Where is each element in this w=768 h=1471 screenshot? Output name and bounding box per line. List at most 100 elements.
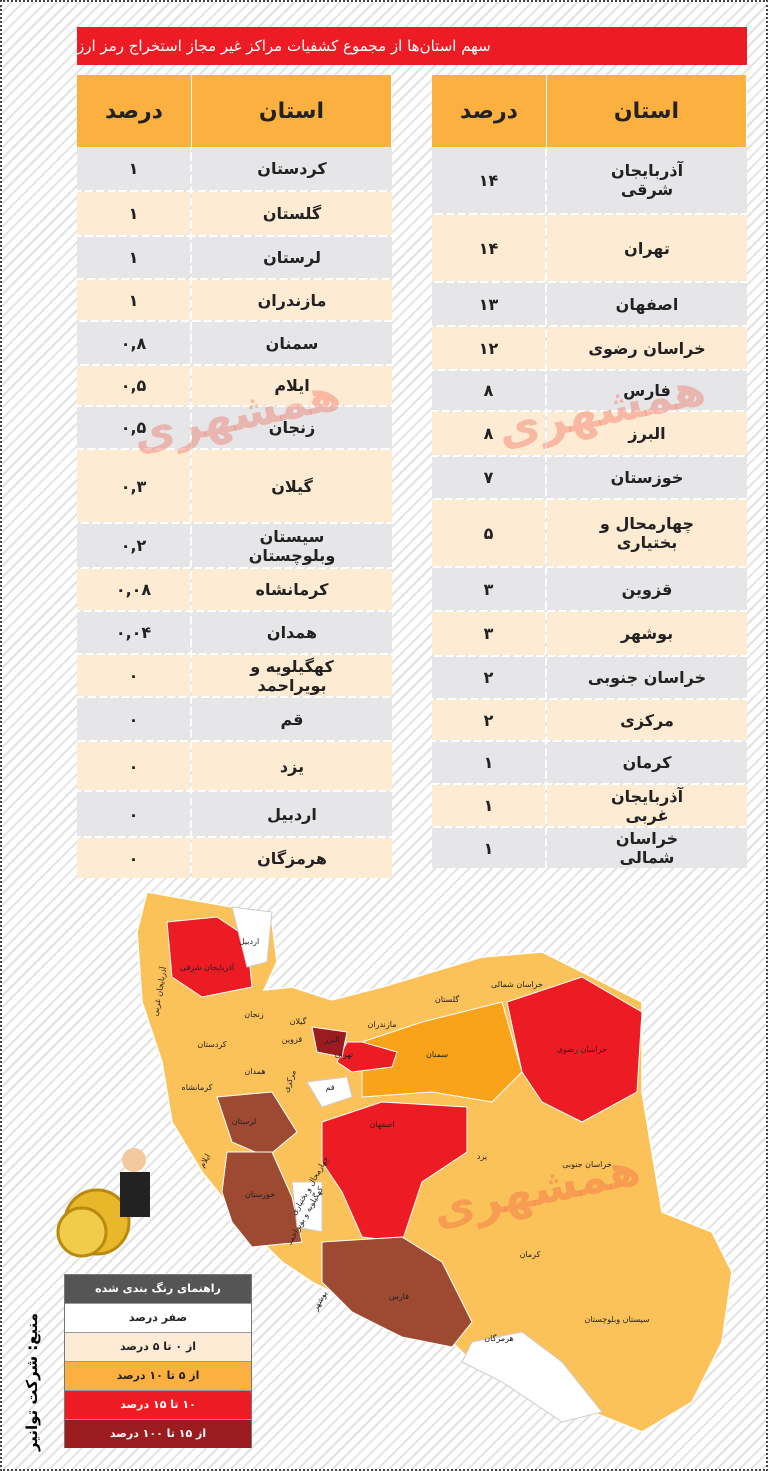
map-label: اصفهان [369,1120,394,1129]
map-label: یزد [477,1152,487,1161]
source-box: منبع: شرکت توانیر [14,1302,48,1462]
map-label: همدان [244,1067,265,1076]
percent-cell: ۱۲ [432,327,545,369]
legend-item: صفر درصد [65,1303,251,1332]
province [506,976,643,1123]
province-cell: قم [192,698,392,740]
map-label: البرز [323,1035,339,1044]
map-label: خراسان شمالی [491,980,543,989]
province-cell: همدان [192,612,392,653]
province-cell: یزد [192,742,392,790]
province-cell: زنجان [192,407,392,448]
percent-cell: ۰,۸ [77,322,190,364]
source: منبع: شرکت توانیر [23,1312,41,1452]
percent-cell: ۱ [77,280,190,320]
percent-cell: ۱۴ [432,147,545,213]
province-cell: کرمانشاه [192,569,392,610]
percent-cell: ۲ [432,657,545,698]
province-cell: گیلان [192,450,392,522]
percent-cell: ۰,۵ [77,366,190,405]
province [306,1076,353,1108]
map-label: کردستان [197,1040,226,1049]
province-cell: کرمان [547,742,747,783]
province-cell: مازندران [192,280,392,320]
title: سهم استان‌ها از مجموع کشفیات مراکز غیر م… [77,27,747,65]
map-label: بوشهر [310,1289,329,1313]
percent-cell: ۰,۰۸ [77,569,190,610]
province [321,1236,473,1348]
province-cell: خراسان رضوی [547,327,747,369]
province-cell: آذربایجان شرقی [547,147,747,213]
percent-cell: ۳ [432,612,545,655]
province-cell: اردبیل [192,792,392,836]
legend-title: راهنمای رنگ بندی شده [65,1275,251,1303]
province [291,1181,323,1233]
percent-cell: ۱ [77,237,190,278]
province-cell: چهارمحال و بختیاری [547,500,747,566]
percent-cell: ۱ [77,147,190,190]
province-cell: خوزستان [547,457,747,498]
province-cell: قزوین [547,568,747,610]
map-label: سیستان وبلوچستان [584,1315,650,1324]
province-cell: گلستان [192,192,392,235]
header-cell: استان [192,75,392,147]
percent-cell: ۱۴ [432,215,545,281]
percent-cell: ۱ [432,785,545,826]
province-cell: مرکزی [547,700,747,740]
province-cell: فارس [547,371,747,410]
percent-cell: ۱۳ [432,283,545,325]
map-label: کرمان [520,1250,541,1259]
percent-cell: ۱ [77,192,190,235]
province-cell: سیستان وبلوچستان [192,524,392,567]
percent-cell: ۰,۰۴ [77,612,190,653]
province-cell: کردستان [192,147,392,190]
map-label: گلستان [435,994,460,1004]
province-cell: هرمزگان [192,838,392,878]
percent-cell: ۰ [77,655,190,696]
province [166,916,253,998]
legend-item: از ۰ تا ۵ درصد [65,1332,251,1361]
province-cell: کهگیلویه و بویراحمد [192,655,392,696]
province [216,1091,298,1158]
percent-cell: ۰,۲ [77,524,190,567]
percent-cell: ۰ [77,698,190,740]
percent-cell: ۵ [432,500,545,566]
map-label: خراسان رضوی [557,1045,607,1054]
province-cell: خراسان شمالی [547,828,747,868]
legend-item: از ۱۵ تا ۱۰۰ درصد [65,1419,251,1448]
province-cell: آذربایجان غربی [547,785,747,826]
province-cell: اصفهان [547,283,747,325]
map-label: فارس [389,1292,409,1301]
province [461,1331,603,1423]
map-label: قم [325,1083,334,1092]
percent-cell: ۸ [432,412,545,455]
province [231,906,273,968]
map-label: کرمانشاه [182,1083,213,1092]
percent-cell: ۰ [77,838,190,878]
province [311,1026,348,1058]
percent-cell: ۸ [432,371,545,410]
map-label: خوزستان [245,1190,275,1199]
map-label: گیلان [290,1016,307,1026]
map-label: هرمزگان [484,1333,513,1343]
province [361,1001,523,1103]
percent-cell: ۲ [432,700,545,740]
province [221,1151,303,1248]
map-label: سمنان [426,1050,448,1059]
map-label: خراسان جنوبی [562,1160,612,1169]
percent-cell: ۰,۵ [77,407,190,448]
percent-cell: ۰ [77,742,190,790]
map-label: لرستان [232,1117,256,1126]
header-cell: درصد [432,75,547,147]
province [336,1041,398,1073]
percent-cell: ۱ [432,828,545,868]
province-cell: سمنان [192,322,392,364]
legend-item: ۱۰ تا ۱۵ درصد [65,1390,251,1419]
percent-cell: ۰,۳ [77,450,190,522]
map-label: اردبیل [239,937,259,946]
legend: راهنمای رنگ بندی شده صفر درصد از ۰ تا ۵ در… [64,1274,252,1448]
map-label: مازندران [368,1020,397,1029]
province [321,1101,468,1243]
province-cell: خراسان جنوبی [547,657,747,698]
